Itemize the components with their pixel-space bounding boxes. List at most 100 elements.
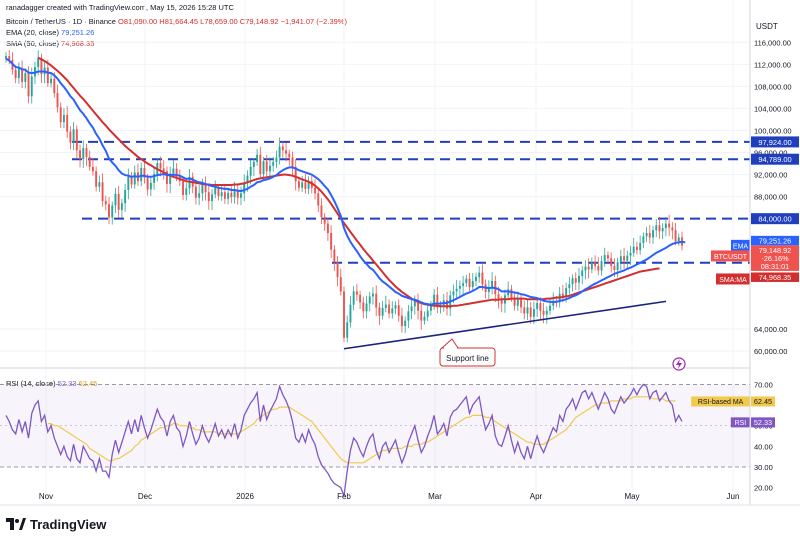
candle-body[interactable] xyxy=(658,225,661,232)
candle-body[interactable] xyxy=(281,146,284,151)
candle-body[interactable] xyxy=(98,182,101,187)
candle-body[interactable] xyxy=(220,192,223,197)
candle-body[interactable] xyxy=(413,300,416,307)
candle-body[interactable] xyxy=(677,237,680,242)
ema20-line[interactable] xyxy=(5,57,686,306)
candle-body[interactable] xyxy=(623,256,626,261)
candle-body[interactable] xyxy=(661,228,664,232)
rsi-legend[interactable]: RSI (14, close) 52.33 62.45 xyxy=(6,379,97,389)
candle-body[interactable] xyxy=(256,154,259,162)
candle-body[interactable] xyxy=(343,291,345,338)
candle-body[interactable] xyxy=(143,167,146,178)
candle-body[interactable] xyxy=(565,288,568,297)
candle-body[interactable] xyxy=(420,310,423,321)
candle-body[interactable] xyxy=(169,173,172,184)
candle-body[interactable] xyxy=(165,171,168,184)
candle-body[interactable] xyxy=(304,182,307,189)
candle-body[interactable] xyxy=(275,157,278,162)
candle-body[interactable] xyxy=(510,289,513,298)
candle-body[interactable] xyxy=(603,255,606,262)
candle-body[interactable] xyxy=(14,69,17,79)
candle-body[interactable] xyxy=(526,307,529,314)
candle-body[interactable] xyxy=(111,205,114,218)
candle-body[interactable] xyxy=(475,277,477,281)
candle-body[interactable] xyxy=(85,148,88,157)
candle-body[interactable] xyxy=(584,266,587,271)
candle-body[interactable] xyxy=(317,193,320,206)
candle-body[interactable] xyxy=(632,246,635,253)
candle-body[interactable] xyxy=(388,304,391,314)
candle-body[interactable] xyxy=(249,166,252,176)
candle-body[interactable] xyxy=(381,307,384,316)
candle-body[interactable] xyxy=(108,204,110,218)
candle-body[interactable] xyxy=(37,57,40,68)
candle-body[interactable] xyxy=(532,309,535,317)
candle-body[interactable] xyxy=(597,266,600,271)
candle-body[interactable] xyxy=(240,193,242,198)
candle-body[interactable] xyxy=(552,300,555,306)
ema-legend[interactable]: EMA (20, close) 79,251.26 xyxy=(6,28,94,38)
candle-body[interactable] xyxy=(269,165,271,172)
candle-body[interactable] xyxy=(101,182,104,202)
candle-body[interactable] xyxy=(648,233,651,238)
candle-body[interactable] xyxy=(72,129,75,143)
candle-body[interactable] xyxy=(529,307,532,317)
candle-body[interactable] xyxy=(407,311,410,321)
candle-body[interactable] xyxy=(384,304,387,308)
candle-body[interactable] xyxy=(204,183,207,193)
candle-body[interactable] xyxy=(79,150,81,160)
candle-body[interactable] xyxy=(285,150,288,154)
candle-body[interactable] xyxy=(523,307,526,314)
candle-body[interactable] xyxy=(50,78,53,84)
candle-body[interactable] xyxy=(349,304,352,323)
candle-body[interactable] xyxy=(433,294,436,305)
candle-body[interactable] xyxy=(120,203,123,210)
candle-body[interactable] xyxy=(5,56,7,59)
candle-body[interactable] xyxy=(481,272,484,285)
candle-body[interactable] xyxy=(27,73,30,97)
candle-body[interactable] xyxy=(465,278,468,284)
candle-body[interactable] xyxy=(56,92,59,108)
candle-body[interactable] xyxy=(404,320,407,327)
candle-body[interactable] xyxy=(635,246,638,251)
candle-body[interactable] xyxy=(175,168,178,177)
candle-body[interactable] xyxy=(645,233,648,237)
candle-body[interactable] xyxy=(391,308,394,314)
candle-body[interactable] xyxy=(355,291,358,295)
candle-body[interactable] xyxy=(610,258,613,267)
candle-body[interactable] xyxy=(581,270,584,277)
candle-body[interactable] xyxy=(668,223,671,228)
support-trendline[interactable] xyxy=(343,300,667,350)
candle-body[interactable] xyxy=(153,174,156,183)
candle-body[interactable] xyxy=(233,190,236,198)
candle-body[interactable] xyxy=(478,272,481,278)
candle-body[interactable] xyxy=(491,280,494,288)
candle-body[interactable] xyxy=(346,322,349,338)
candle-body[interactable] xyxy=(339,277,342,292)
candle-body[interactable] xyxy=(66,115,69,132)
candle-body[interactable] xyxy=(17,68,20,79)
candle-body[interactable] xyxy=(652,230,654,238)
candle-body[interactable] xyxy=(182,181,185,195)
candle-body[interactable] xyxy=(297,181,300,188)
tradingview-logo[interactable]: TradingView xyxy=(6,514,106,534)
candle-body[interactable] xyxy=(30,76,33,97)
candle-body[interactable] xyxy=(307,181,310,189)
candle-body[interactable] xyxy=(246,175,249,184)
candle-body[interactable] xyxy=(288,153,291,158)
candle-body[interactable] xyxy=(352,291,355,305)
candle-body[interactable] xyxy=(587,266,590,270)
candle-body[interactable] xyxy=(368,296,371,304)
candle-body[interactable] xyxy=(549,305,551,311)
candle-body[interactable] xyxy=(127,176,130,191)
candle-body[interactable] xyxy=(259,154,262,175)
candle-body[interactable] xyxy=(262,161,265,175)
candle-body[interactable] xyxy=(336,262,339,278)
candle-body[interactable] xyxy=(133,172,136,185)
candle-body[interactable] xyxy=(462,283,465,286)
candle-body[interactable] xyxy=(149,182,152,190)
candle-body[interactable] xyxy=(214,187,217,195)
candle-body[interactable] xyxy=(320,205,323,218)
alert-icon[interactable] xyxy=(672,357,686,371)
candle-body[interactable] xyxy=(124,190,127,204)
